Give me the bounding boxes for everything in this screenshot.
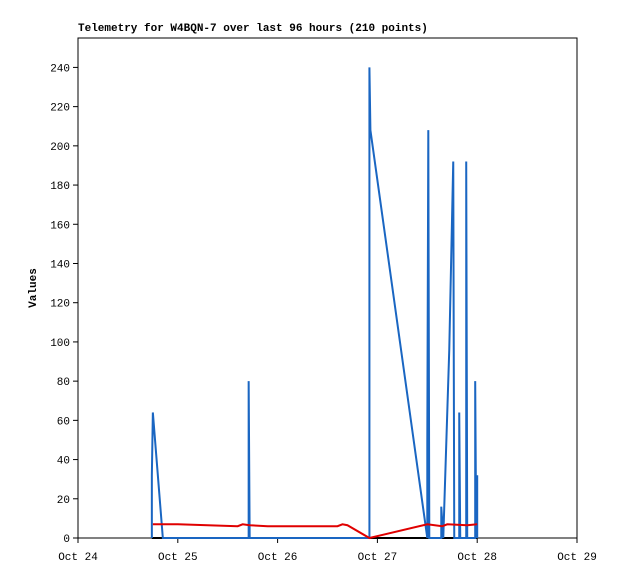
series-line xyxy=(150,67,479,539)
y-tick-label: 220 xyxy=(50,103,70,115)
x-tick-label: Oct 29 xyxy=(557,552,597,564)
y-tick-label: 200 xyxy=(50,142,70,154)
y-tick-label: 60 xyxy=(57,416,70,428)
y-tick-label: 80 xyxy=(57,377,70,389)
y-tick-label: 160 xyxy=(50,220,70,232)
y-tick-label: 180 xyxy=(50,181,70,193)
x-tick-label: Oct 24 xyxy=(58,552,98,564)
x-tick-label: Oct 26 xyxy=(258,552,298,564)
y-tick-label: 20 xyxy=(57,495,70,507)
y-tick-label: 240 xyxy=(50,63,70,75)
y-tick-label: 0 xyxy=(63,534,70,546)
y-tick-label: 100 xyxy=(50,338,70,350)
series-line xyxy=(152,523,478,540)
y-tick-label: 120 xyxy=(50,299,70,311)
chart-title: Telemetry for W4BQN-7 over last 96 hours… xyxy=(78,23,428,35)
y-axis-label: Values xyxy=(28,268,40,308)
y-tick-label: 40 xyxy=(57,456,70,468)
x-tick-label: Oct 25 xyxy=(158,552,198,564)
x-tick-label: Oct 28 xyxy=(457,552,497,564)
x-tick-label: Oct 27 xyxy=(358,552,398,564)
y-tick-label: 140 xyxy=(50,259,70,271)
